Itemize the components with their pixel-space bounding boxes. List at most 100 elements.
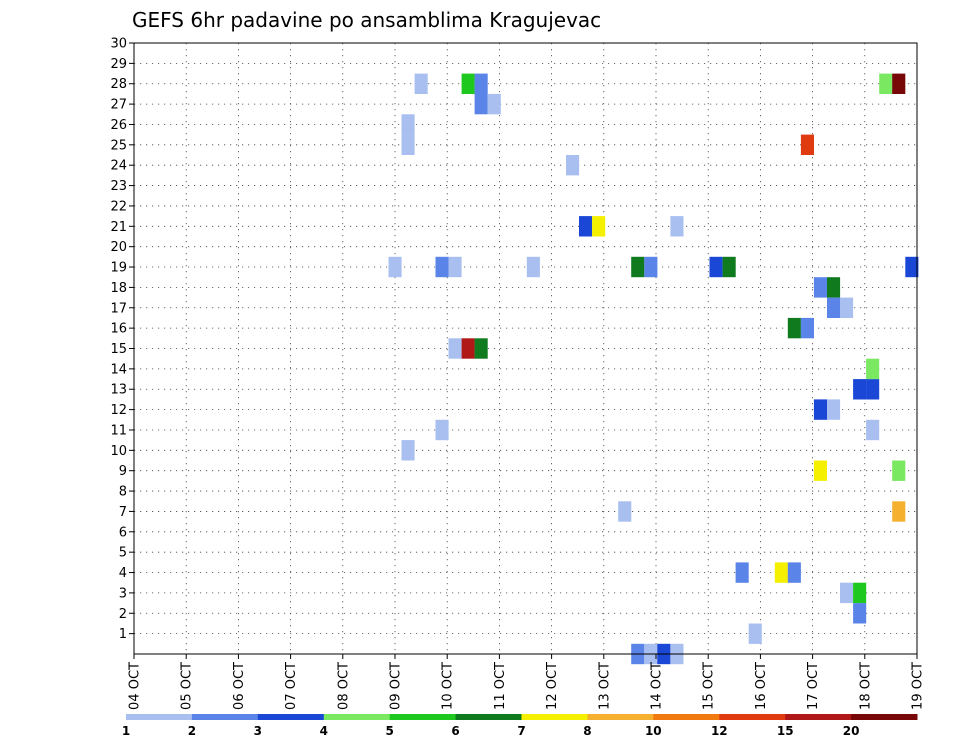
y-tick-label: 30 xyxy=(110,37,127,52)
x-tick-label: 17 OCT xyxy=(806,662,821,710)
y-tick-label: 8 xyxy=(119,485,127,500)
precip-cell xyxy=(722,256,736,278)
precip-cell xyxy=(670,216,684,237)
y-tick-label: 23 xyxy=(110,179,127,194)
precip-cell xyxy=(866,419,880,441)
y-tick-label: 20 xyxy=(110,240,127,255)
y-tick-label: 27 xyxy=(110,98,127,113)
precip-cell xyxy=(879,73,893,94)
precip-cell xyxy=(892,501,906,522)
precip-cell xyxy=(401,134,415,155)
y-tick-label: 24 xyxy=(110,159,127,174)
precip-cell xyxy=(853,379,867,400)
x-tick-label: 13 OCT xyxy=(597,662,612,710)
x-tick-label: 10 OCT xyxy=(441,662,456,710)
precip-cell xyxy=(461,73,475,94)
plot-frame xyxy=(133,42,918,655)
x-tick-label: 12 OCT xyxy=(545,662,560,710)
precip-cell xyxy=(435,256,449,278)
y-tick-label: 19 xyxy=(110,261,127,276)
precip-cell xyxy=(813,277,827,298)
y-tick-label: 3 xyxy=(119,586,127,601)
colorbar-label: 20 xyxy=(843,724,860,738)
colorbar-label: 6 xyxy=(451,724,459,738)
colorbar-segment xyxy=(257,714,325,720)
x-tick-label: 05 OCT xyxy=(180,662,195,710)
x-tick-label: 06 OCT xyxy=(232,662,247,710)
y-tick-label: 14 xyxy=(110,362,127,377)
precip-cell xyxy=(827,399,841,420)
x-tick-label: 07 OCT xyxy=(284,662,299,710)
colorbar: 1 2 3 4 5 6 7 8 10 12 15 20 xyxy=(122,714,918,738)
precip-cell xyxy=(813,399,827,420)
precip-cell xyxy=(827,297,841,318)
precip-cell xyxy=(840,582,854,604)
precip-cell xyxy=(435,419,449,441)
precip-cell xyxy=(840,297,854,318)
y-tick-label: 7 xyxy=(119,505,127,520)
colorbar-segment xyxy=(191,714,259,720)
x-tick-label: 16 OCT xyxy=(754,662,769,710)
y-tick-label: 28 xyxy=(110,77,127,92)
y-tick-label: 16 xyxy=(110,322,127,337)
colorbar-segment xyxy=(389,714,457,720)
precip-cell xyxy=(813,460,827,481)
precip-cell xyxy=(448,256,462,278)
precip-cell xyxy=(866,358,880,380)
colorbar-segment xyxy=(851,714,918,720)
precip-cell xyxy=(787,317,801,339)
precip-cell xyxy=(748,623,762,644)
y-tick-label: 15 xyxy=(110,342,127,357)
colorbar-segment xyxy=(323,714,391,720)
y-tick-label: 18 xyxy=(110,281,127,296)
precip-cell xyxy=(866,379,880,400)
y-tick-label: 5 xyxy=(119,546,127,561)
precip-cell xyxy=(892,460,906,481)
precip-cell xyxy=(853,582,867,604)
precip-cell xyxy=(644,256,658,278)
x-tick-label: 09 OCT xyxy=(389,662,404,710)
colorbar-label: 10 xyxy=(645,724,662,738)
y-tick-label: 1 xyxy=(119,627,127,642)
y-tick-label: 26 xyxy=(110,118,127,133)
x-tick-label: 04 OCT xyxy=(128,662,143,710)
colorbar-label: 3 xyxy=(254,724,262,738)
y-tick-label: 11 xyxy=(110,423,127,438)
precip-cell xyxy=(579,216,593,237)
colorbar-label: 5 xyxy=(386,724,394,738)
colorbar-label: 2 xyxy=(188,724,196,738)
colorbar-segment xyxy=(521,714,588,720)
y-tick-label: 12 xyxy=(110,403,127,418)
y-tick-label: 21 xyxy=(110,220,127,235)
x-tick-label: 14 OCT xyxy=(650,662,665,710)
colorbar-segment xyxy=(587,714,654,720)
precip-cell xyxy=(905,256,919,278)
precip-cell xyxy=(401,114,415,135)
precip-cell xyxy=(487,93,501,115)
colorbar-label: 8 xyxy=(583,724,591,738)
x-tick-label: 11 OCT xyxy=(493,662,508,710)
precip-cell xyxy=(709,256,723,278)
y-tick-label: 10 xyxy=(110,444,127,459)
colorbar-label: 1 xyxy=(122,724,130,738)
grid xyxy=(133,42,918,654)
y-axis: 1234567891011121314151617181920212223242… xyxy=(110,37,134,642)
precip-cell xyxy=(853,603,867,624)
precip-cell xyxy=(526,256,540,278)
precip-cell xyxy=(414,73,428,94)
y-tick-label: 2 xyxy=(119,607,127,622)
precip-cell xyxy=(787,562,801,583)
x-axis: 04 OCT 05 OCT 06 OCT 07 OCT 08 OCT 09 OCT 10 O… xyxy=(128,654,926,710)
precip-cell xyxy=(566,155,580,176)
x-tick-label: 19 OCT xyxy=(911,662,926,710)
x-tick-label: 08 OCT xyxy=(336,662,351,710)
colorbar-label: 12 xyxy=(711,724,728,738)
precip-cell xyxy=(592,216,606,237)
precip-cell xyxy=(800,317,814,339)
colorbar-segment xyxy=(455,714,522,720)
colorbar-segment xyxy=(719,714,786,720)
y-tick-label: 25 xyxy=(110,138,127,153)
x-tick-label: 18 OCT xyxy=(858,662,873,710)
colorbar-segment xyxy=(785,714,852,720)
precip-cell xyxy=(474,73,488,94)
